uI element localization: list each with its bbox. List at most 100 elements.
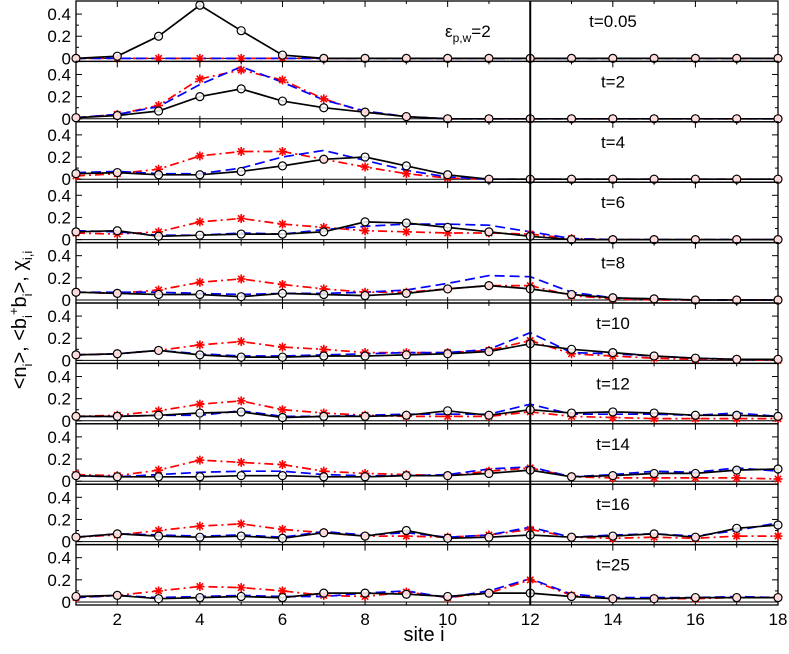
chi-point [360, 162, 370, 172]
y-tick-label: 0.4 [47, 126, 71, 145]
series-chi-line [75, 523, 778, 540]
series-n-line [75, 284, 778, 301]
n-point [112, 590, 122, 600]
y-tick-label: 0.2 [47, 269, 71, 288]
n-point [71, 287, 81, 297]
chi-point-stroke [154, 587, 163, 595]
ylabel-part-b: >, <b [9, 318, 31, 364]
chi-point [195, 399, 205, 409]
y-tick-label: 0.4 [47, 549, 71, 568]
chi-point-stroke [278, 147, 287, 156]
series-n-line [75, 4, 778, 60]
y-tick-label: 0 [62, 231, 71, 250]
n-point [484, 532, 494, 542]
n-point [566, 344, 577, 354]
n-point [773, 592, 783, 603]
chi-point [236, 214, 246, 224]
chi-point [277, 460, 287, 470]
n-point [484, 410, 494, 420]
n-point [277, 412, 288, 423]
chi-point-stroke [278, 343, 287, 351]
chi-point [195, 151, 205, 161]
chi-point [732, 473, 742, 483]
chi-point [277, 524, 287, 534]
x-tick-label: 18 [769, 610, 788, 629]
n-point [153, 531, 164, 541]
n-point [608, 348, 618, 358]
n-point [360, 217, 370, 227]
chi-point [773, 474, 783, 484]
chi-point [236, 583, 246, 593]
n-point [277, 96, 288, 106]
x-tick-label: 12 [521, 610, 540, 629]
chi-point [236, 457, 246, 467]
chi-point-stroke [237, 337, 245, 346]
series-b-line [75, 223, 778, 241]
chi-point [277, 279, 287, 289]
chi-point-stroke [196, 400, 204, 408]
n-point [236, 84, 246, 94]
chi-point [277, 219, 287, 229]
n-point [112, 110, 122, 121]
n-point [566, 591, 577, 602]
n-point [360, 152, 370, 162]
annotation-epsilon: ε [445, 22, 453, 41]
epsilon-annotation: εp,w=2 [445, 22, 491, 45]
y-tick-label: 0 [62, 593, 71, 612]
series-chi-line [75, 459, 779, 480]
ylabel-part-n: <n [9, 366, 31, 389]
y-tick-label: 0.4 [47, 5, 71, 24]
n-point [443, 349, 453, 359]
chi-point-stroke [278, 405, 287, 414]
series-chi-line [75, 278, 778, 301]
series-n-line [75, 592, 778, 600]
n-point [319, 411, 329, 421]
n-point [153, 106, 164, 116]
panel-6: 0 0.2 0.4 t=10 [47, 302, 783, 370]
series-b-line [75, 65, 778, 120]
y-tick-label: 0 [62, 110, 71, 129]
chi-point [277, 147, 287, 156]
panel-1: 0 0.2 0.4 t=0.05 [47, 0, 783, 68]
panel-frame [75, 181, 779, 244]
chi-point-stroke [196, 456, 204, 464]
ylabel-part-b2: b [9, 296, 31, 307]
n-point [277, 471, 288, 481]
n-point [443, 471, 453, 481]
y-axis-label: <ni>, <bi+bi>, χi,i [6, 251, 35, 390]
panel-7: 0 0.2 0.4 t=12 [47, 362, 783, 431]
y-tick-label: 0.4 [47, 65, 71, 84]
n-point [112, 51, 122, 61]
chi-point [773, 531, 783, 541]
n-point [195, 472, 205, 482]
panel-frame [75, 543, 779, 606]
x-tick-label: 10 [438, 610, 457, 629]
chi-point-stroke [237, 520, 245, 528]
n-point [608, 531, 618, 541]
annotation-subscript: p,w [453, 31, 472, 45]
n-point [484, 588, 494, 598]
series-b-line [75, 577, 779, 599]
n-point [195, 230, 205, 240]
n-point [401, 350, 411, 360]
ylabel-sub-i-2: i [20, 315, 35, 318]
chi-point [277, 586, 287, 596]
series-chi-line [75, 217, 778, 241]
series-n-line [75, 468, 779, 478]
n-point [195, 592, 205, 603]
panel-time-label: t=0.05 [589, 12, 637, 31]
svg-text:<ni>, <bi+bi>, χi,i: <ni>, <bi+bi>, χi,i [6, 251, 35, 390]
panel-time-label: t=10 [596, 314, 630, 333]
n-point [484, 227, 494, 237]
n-point [566, 289, 577, 300]
panel-4: 0 0.2 0.4 t=6 [47, 181, 783, 250]
n-point [195, 0, 205, 10]
n-point [773, 411, 783, 421]
y-tick-label: 0.4 [47, 247, 71, 266]
chi-point [732, 531, 742, 541]
x-tick-label: 16 [686, 610, 705, 629]
chi-point-stroke [196, 278, 204, 287]
chi-point-stroke [237, 458, 245, 467]
y-tick-label: 0.2 [47, 329, 71, 348]
panel-10: 0 0.2 0.4 t=25 [47, 543, 783, 612]
